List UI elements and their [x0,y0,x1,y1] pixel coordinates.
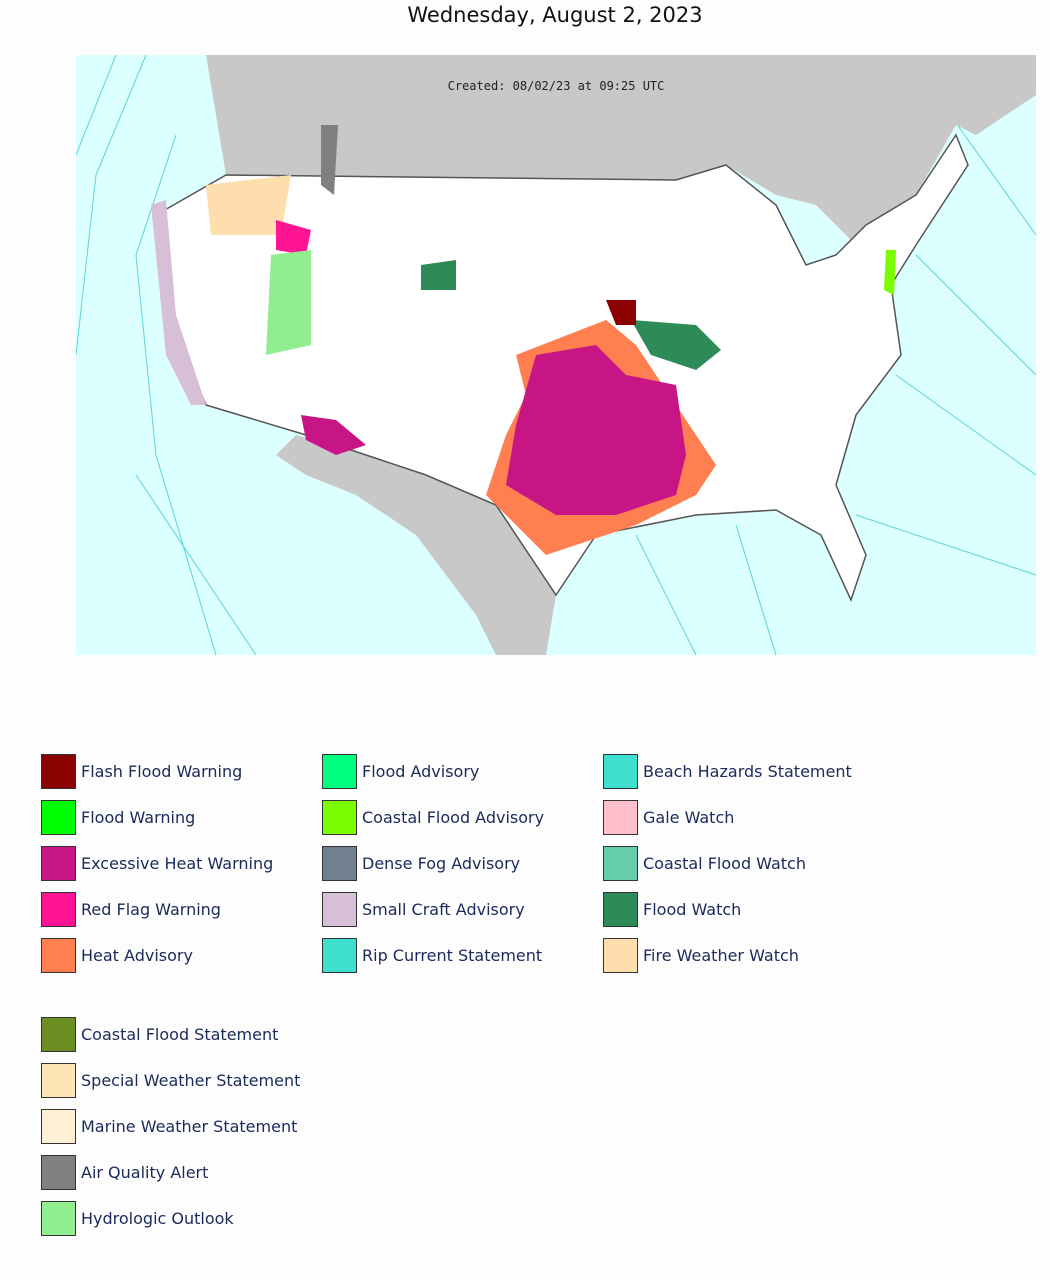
legend-label: Beach Hazards Statement [643,761,852,781]
legend-item: Marine Weather Statement [41,1108,322,1144]
legend-swatch [322,937,357,973]
legend-swatch [41,891,76,927]
legend-swatch [41,1016,76,1052]
legend-item: Flood Watch [603,891,884,927]
legend-swatch [322,753,357,789]
legend-item: Gale Watch [603,799,884,835]
legend-item: Flash Flood Warning [41,753,322,789]
legend-swatch [41,1154,76,1190]
legend-item: Red Flag Warning [41,891,322,927]
legend-swatch [41,937,76,973]
legend-label: Flood Advisory [362,761,480,781]
legend-swatch [603,937,638,973]
red-flag-area [276,220,311,255]
legend-label: Rip Current Statement [362,945,543,965]
air-quality-area [321,125,338,195]
legend-swatch [603,799,638,835]
legend-item: Flood Advisory [322,753,603,789]
legend-label: Red Flag Warning [81,899,221,919]
legend-label: Flood Watch [643,899,742,919]
coastal-flood-area [884,250,896,295]
legend-item: Hydrologic Outlook [41,1200,322,1236]
legend-swatch [41,845,76,881]
legend-swatch [603,753,638,789]
hazard-areas [151,125,896,555]
legend-swatch [322,891,357,927]
legend-item: Dense Fog Advisory [322,845,603,881]
legend-item: Coastal Flood Advisory [322,799,603,835]
legend-label: Coastal Flood Watch [643,853,806,873]
legend-label: Special Weather Statement [81,1070,301,1090]
legend-swatch [603,891,638,927]
legend-label: Fire Weather Watch [643,945,799,965]
legend-swatch [41,799,76,835]
legend-swatch [41,1108,76,1144]
legend-label: Small Craft Advisory [362,899,525,919]
page-title: Wednesday, August 2, 2023 [407,3,703,27]
legend-label: Excessive Heat Warning [81,853,274,873]
excessive-heat-area [301,415,366,455]
legend-label: Flood Warning [81,807,196,827]
legend-swatch [603,845,638,881]
legend-item: Flood Warning [41,799,322,835]
legend-label: Dense Fog Advisory [362,853,521,873]
legend-item: Excessive Heat Warning [41,845,322,881]
flood-watch-area [421,260,456,290]
legend-swatch [322,845,357,881]
legend-label: Coastal Flood Statement [81,1024,279,1044]
legend-item: Air Quality Alert [41,1154,322,1190]
canada [206,55,1036,245]
legend-item: Coastal Flood Statement [41,1016,322,1052]
legend-swatch [41,1062,76,1098]
hazard-map: Created: 08/02/23 at 09:25 UTC [76,55,1036,655]
legend-label: Flash Flood Warning [81,761,243,781]
legend-item: Heat Advisory [41,937,322,973]
legend: Flash Flood Warning Flood Warning Excessiv… [41,753,884,983]
legend-item: Rip Current Statement [322,937,603,973]
legend-item: Coastal Flood Watch [603,845,884,881]
hydrologic-outlook-area [266,250,311,355]
legend-label: Hydrologic Outlook [81,1208,234,1228]
marine-zones [76,55,1036,655]
small-craft-area [151,200,206,405]
legend-swatch [41,753,76,789]
flash-flood-area [606,300,636,325]
excessive-heat-area [506,345,686,515]
legend-item: Small Craft Advisory [322,891,603,927]
legend-item: Special Weather Statement [41,1062,322,1098]
legend-label: Marine Weather Statement [81,1116,298,1136]
legend-swatch [322,799,357,835]
legend: Coastal Flood Statement Special Weather S… [41,1016,322,1246]
flood-watch-area [631,320,721,370]
map-created: Created: 08/02/23 at 09:25 UTC [448,79,665,93]
legend-label: Coastal Flood Advisory [362,807,545,827]
legend-item: Beach Hazards Statement [603,753,884,789]
legend-label: Gale Watch [643,807,735,827]
legend-label: Air Quality Alert [81,1162,209,1182]
fire-weather-area [206,175,291,235]
legend-label: Heat Advisory [81,945,193,965]
legend-swatch [41,1200,76,1236]
legend-item: Fire Weather Watch [603,937,884,973]
mexico [276,435,556,655]
